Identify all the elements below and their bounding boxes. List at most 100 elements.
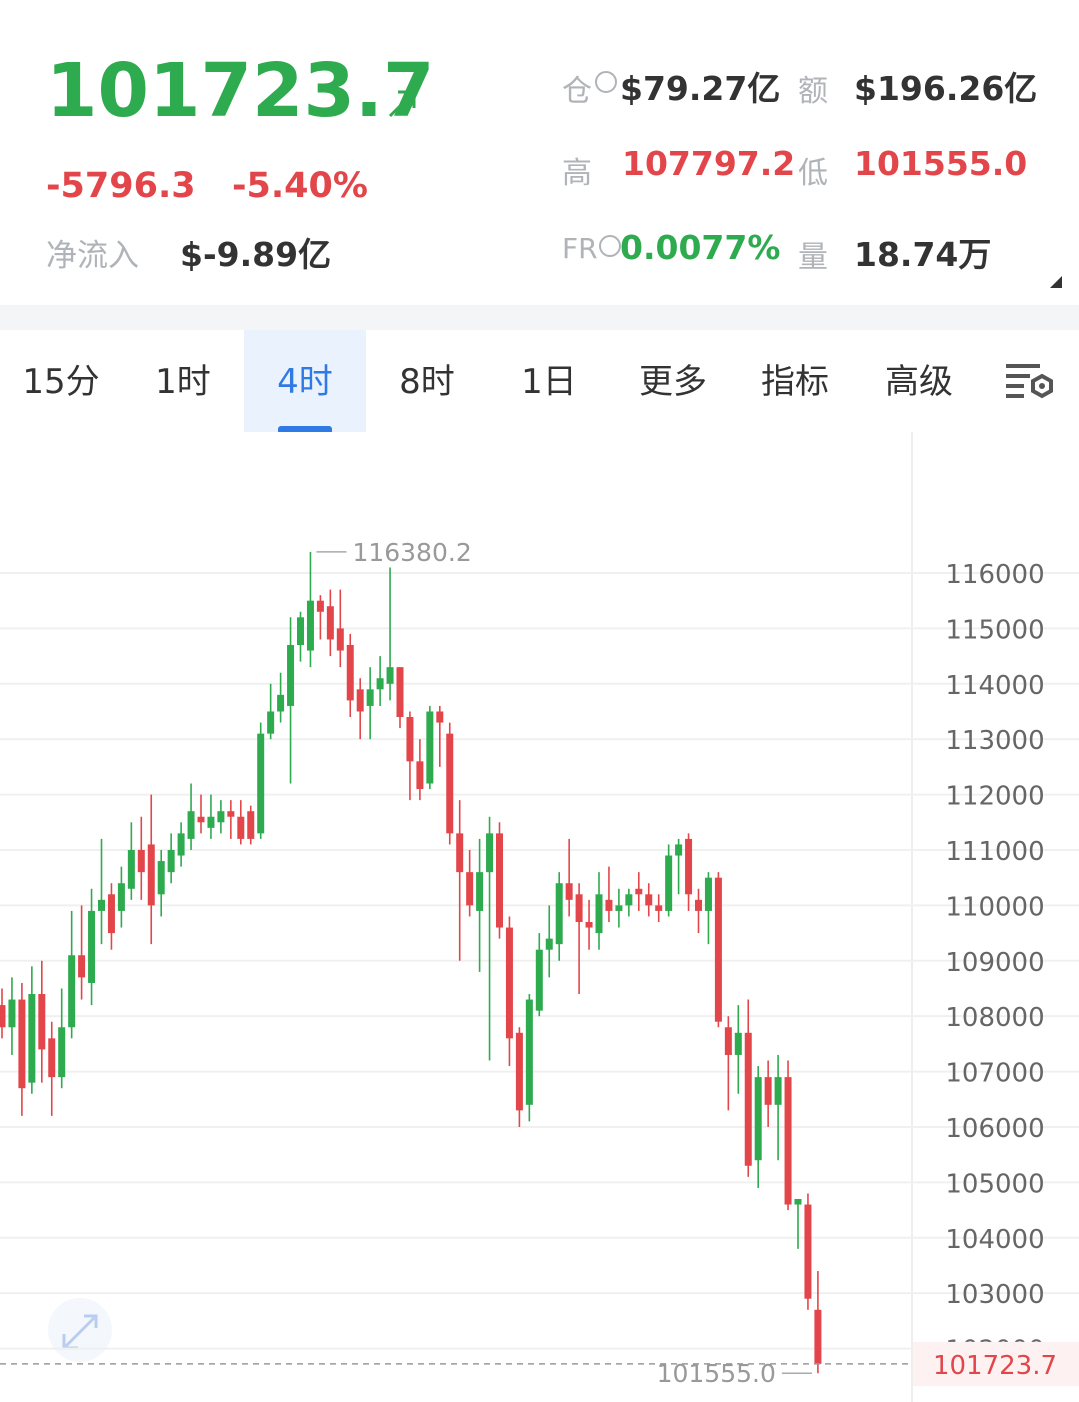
candle-body bbox=[466, 872, 474, 906]
max-label: 116380.2 bbox=[352, 538, 471, 567]
change-pct: -5.40% bbox=[232, 166, 368, 206]
candle-body bbox=[316, 600, 324, 612]
candle-body bbox=[346, 645, 354, 701]
candle-body bbox=[615, 905, 623, 911]
candle-body bbox=[784, 1077, 792, 1205]
stat-label: 量 bbox=[798, 240, 828, 275]
candle-body bbox=[157, 861, 165, 895]
candle-body bbox=[515, 1032, 523, 1111]
stat-value: 107797.2 bbox=[622, 144, 796, 183]
inflow-label: 净流入 bbox=[46, 238, 139, 274]
y-tick-label: 105000 bbox=[945, 1169, 1044, 1199]
candle-body bbox=[744, 1032, 752, 1166]
y-tick-label: 109000 bbox=[945, 948, 1044, 978]
candle-body bbox=[575, 894, 583, 923]
candle-body bbox=[386, 667, 394, 684]
candle-body bbox=[496, 833, 503, 928]
stat-label: FR bbox=[562, 232, 598, 265]
candle-body bbox=[326, 606, 334, 640]
candle-body bbox=[714, 877, 722, 1022]
y-tick-label: 106000 bbox=[945, 1114, 1044, 1144]
candle-body bbox=[605, 899, 613, 911]
candle-body bbox=[88, 910, 96, 983]
stat-label: 低 bbox=[798, 156, 828, 191]
tab[interactable]: 1时 bbox=[155, 362, 211, 402]
last-price-label: 101723.7 bbox=[933, 1351, 1057, 1381]
candle-body bbox=[68, 955, 76, 1028]
candle-body bbox=[635, 888, 643, 895]
candle-body bbox=[8, 999, 16, 1028]
y-tick-label: 111000 bbox=[945, 837, 1044, 867]
y-tick-label: 103000 bbox=[945, 1280, 1044, 1310]
candle-body bbox=[804, 1204, 812, 1299]
info-icon bbox=[599, 235, 621, 257]
tab[interactable]: 高级 bbox=[885, 362, 953, 402]
candle-body bbox=[625, 894, 633, 906]
candle-body bbox=[814, 1309, 822, 1364]
y-tick-label: 108000 bbox=[945, 1003, 1044, 1033]
candle-body bbox=[525, 999, 533, 1105]
candle-body bbox=[277, 694, 285, 712]
tab[interactable]: 1日 bbox=[521, 362, 577, 402]
tab[interactable]: 4时 bbox=[277, 362, 333, 402]
candle-body bbox=[267, 711, 275, 734]
stat-label: 额 bbox=[798, 74, 828, 109]
candle-body bbox=[436, 711, 444, 723]
candle-body bbox=[754, 1077, 762, 1161]
stat-value: $196.26亿 bbox=[854, 69, 1038, 108]
candle-body bbox=[207, 816, 215, 828]
candle-body bbox=[565, 883, 573, 900]
tab[interactable]: 15分 bbox=[22, 362, 100, 402]
candle-body bbox=[297, 617, 304, 646]
candle-body bbox=[98, 899, 105, 911]
candle-body bbox=[127, 849, 135, 889]
stat-value: 101555.0 bbox=[854, 144, 1028, 183]
candle-body bbox=[665, 855, 673, 911]
settings-icon[interactable] bbox=[1004, 362, 1056, 402]
separator bbox=[0, 305, 1079, 330]
y-tick-label: 112000 bbox=[945, 782, 1044, 812]
inflow-value: $-9.89亿 bbox=[180, 235, 332, 274]
candle-body bbox=[655, 905, 663, 911]
tab[interactable]: 更多 bbox=[639, 362, 707, 402]
up-arrow-icon bbox=[388, 90, 416, 118]
stat-value: 0.0077% bbox=[620, 228, 781, 267]
active-tab-underline bbox=[278, 426, 332, 432]
stat-label: 高 bbox=[562, 156, 592, 191]
candle-body bbox=[227, 811, 235, 817]
candle-body bbox=[366, 689, 374, 706]
tab[interactable]: 8时 bbox=[399, 362, 455, 402]
candle-body bbox=[426, 711, 434, 784]
min-label: 101555.0 bbox=[657, 1359, 776, 1388]
y-tick-label: 107000 bbox=[945, 1059, 1044, 1089]
y-tick-label: 110000 bbox=[945, 892, 1044, 922]
candle-body bbox=[585, 922, 593, 928]
candle-body bbox=[187, 811, 195, 839]
candle-body bbox=[217, 811, 225, 823]
candle-body bbox=[406, 717, 414, 762]
candle-body bbox=[336, 628, 344, 651]
candle-body bbox=[177, 833, 185, 856]
candle-body bbox=[58, 1027, 66, 1078]
candle-body bbox=[306, 600, 314, 651]
candle-body bbox=[0, 1005, 6, 1028]
candle-body bbox=[476, 872, 484, 911]
last-price: 101723.7 bbox=[46, 48, 435, 134]
candle-body bbox=[545, 938, 553, 950]
candle-body bbox=[257, 733, 265, 834]
candle-body bbox=[197, 816, 205, 823]
candle-body bbox=[505, 927, 513, 1039]
candle-body bbox=[486, 833, 494, 873]
corner-mark bbox=[1050, 276, 1062, 288]
tab[interactable]: 指标 bbox=[761, 362, 829, 402]
y-tick-label: 104000 bbox=[945, 1225, 1044, 1255]
candle-body bbox=[704, 877, 712, 911]
y-tick-label: 116000 bbox=[945, 560, 1044, 590]
candle-body bbox=[38, 994, 46, 1050]
candle-body bbox=[237, 816, 245, 839]
candle-body bbox=[247, 811, 255, 839]
change: -5796.3 bbox=[46, 166, 196, 206]
candle-body bbox=[416, 761, 424, 790]
